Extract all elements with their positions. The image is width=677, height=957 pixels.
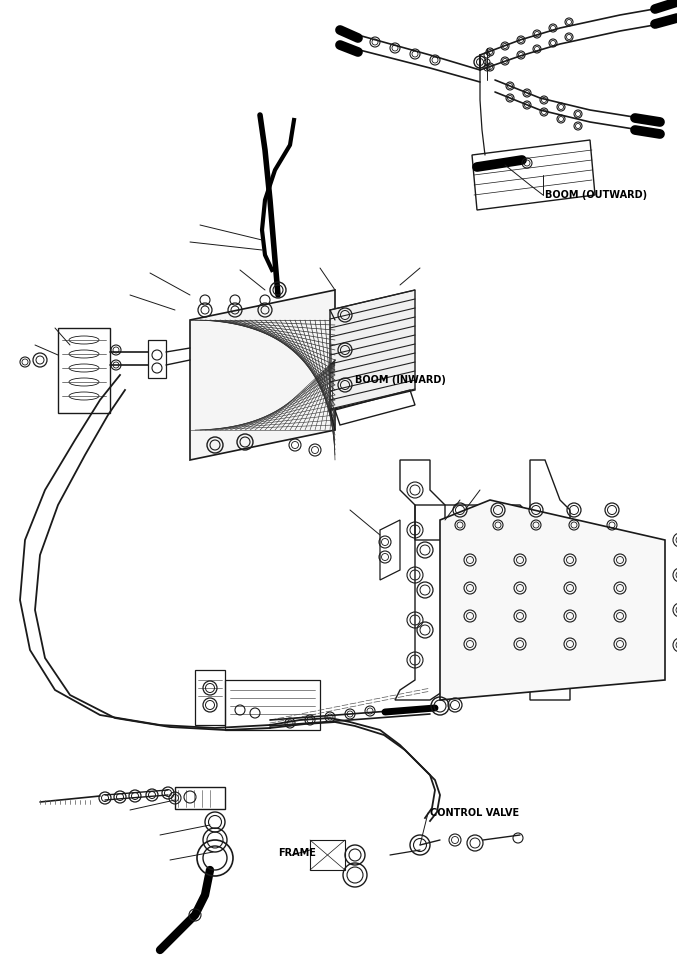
Text: BOOM (INWARD): BOOM (INWARD) bbox=[355, 375, 446, 385]
Bar bbox=[58, 328, 110, 413]
Bar bbox=[148, 340, 166, 378]
Bar bbox=[195, 670, 225, 725]
Polygon shape bbox=[330, 290, 415, 410]
Text: FRAME: FRAME bbox=[278, 848, 316, 858]
Polygon shape bbox=[190, 290, 335, 460]
Bar bbox=[175, 787, 225, 809]
Text: CONTROL VALVE: CONTROL VALVE bbox=[430, 808, 519, 818]
Text: BOOM (OUTWARD): BOOM (OUTWARD) bbox=[545, 190, 647, 200]
Bar bbox=[310, 840, 345, 870]
Polygon shape bbox=[440, 500, 665, 700]
